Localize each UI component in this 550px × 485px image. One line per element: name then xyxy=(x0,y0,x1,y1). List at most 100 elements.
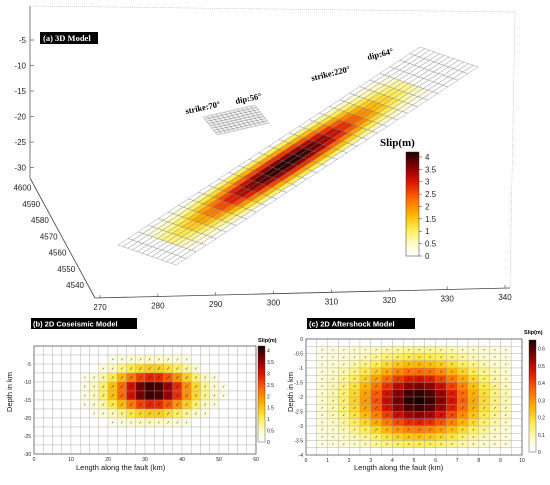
slip-cell xyxy=(163,345,173,356)
slip-vector xyxy=(385,377,389,381)
slip-vector xyxy=(396,363,399,366)
slip-vector xyxy=(120,367,123,370)
slip-vector xyxy=(461,428,464,431)
z-tick-label: -15 xyxy=(14,87,26,96)
slip-vector xyxy=(102,385,105,388)
y-tick-label: -30 xyxy=(24,452,31,458)
slip-cell xyxy=(33,345,44,356)
panel-2d-aftershock: (c) 2D Aftershock Model 0 1 2 3 4 5 6 7 8 9 10 0 -0.… xyxy=(286,318,545,472)
slip-vector xyxy=(353,370,356,373)
colorbar-tick-a: 1.5 xyxy=(425,215,437,224)
y-tick-label: -3.5 xyxy=(294,439,303,445)
slip-vector xyxy=(418,443,421,446)
slip-cell xyxy=(228,399,238,410)
slip-cell xyxy=(107,426,118,437)
x-tick-label: 2 xyxy=(348,458,351,464)
ylabel-c: Depth in km xyxy=(286,372,295,412)
slip-cell xyxy=(228,435,238,446)
slip-vector xyxy=(332,443,334,446)
slip-vector xyxy=(483,356,486,359)
colorbar-tick: 0.3 xyxy=(538,398,545,404)
slip-vector xyxy=(111,421,114,424)
slip-cell xyxy=(135,435,146,446)
slip-cell xyxy=(218,426,229,437)
slip-vector xyxy=(407,370,410,374)
slip-vector xyxy=(93,403,96,406)
slip-vector xyxy=(332,363,334,366)
colorbar-tick: 0.6 xyxy=(538,347,545,353)
plot-frame xyxy=(33,345,257,455)
x-tick-label: 8 xyxy=(477,458,480,464)
x-tick-label: 3 xyxy=(369,458,372,464)
slip-vector xyxy=(450,370,453,373)
slip-vector xyxy=(343,356,345,359)
y-tick-label: -15 xyxy=(24,398,31,404)
slip-cell xyxy=(107,435,118,446)
slip-vector xyxy=(222,394,225,397)
slip-vector xyxy=(494,399,496,402)
slip-cell xyxy=(191,354,201,365)
y-tick-label: -20 xyxy=(24,416,31,422)
slip-cell xyxy=(237,354,247,365)
slip-vector xyxy=(428,370,432,374)
slip-vector xyxy=(353,356,356,359)
slip-cell xyxy=(70,435,81,446)
slip-vector xyxy=(194,403,197,406)
slip-vector xyxy=(494,377,496,380)
slip-cell xyxy=(316,338,328,347)
slip-vector xyxy=(504,385,507,388)
slip-cell xyxy=(154,345,164,356)
slip-vector xyxy=(185,412,188,415)
colorbar-b xyxy=(257,345,266,443)
slip-cell xyxy=(209,345,220,356)
x-tick-label: 270 xyxy=(93,303,107,312)
slip-vector xyxy=(505,356,507,359)
xlabel-b: Length along the fault (km) xyxy=(76,463,166,472)
slip-vector xyxy=(418,348,421,351)
slip-vector xyxy=(364,406,367,410)
slip-cell xyxy=(349,447,361,456)
slip-vector xyxy=(439,435,443,439)
slip-vector xyxy=(472,356,475,359)
slip-vector xyxy=(385,398,389,403)
slip-vector xyxy=(429,443,432,446)
slip-cell xyxy=(246,417,257,428)
slip-cell xyxy=(403,447,415,456)
slip-cell xyxy=(237,408,247,419)
slip-vector xyxy=(157,402,161,407)
z-tick-label: -10 xyxy=(14,62,26,71)
slip-cell xyxy=(98,417,109,428)
slip-vector xyxy=(111,412,114,415)
slip-cell xyxy=(246,345,257,356)
slip-vector xyxy=(472,435,475,438)
slip-cell xyxy=(172,435,183,446)
slip-vector xyxy=(148,358,151,361)
slip-cell xyxy=(246,408,257,419)
slip-vector xyxy=(418,363,421,366)
slip-vector xyxy=(428,391,432,396)
slip-vector xyxy=(364,384,367,388)
slip-vector xyxy=(222,385,225,388)
slip-vector xyxy=(175,402,179,407)
slip-cell xyxy=(98,354,109,365)
slip-vector xyxy=(396,356,399,359)
slip-cell xyxy=(305,367,317,376)
slip-vector xyxy=(483,435,486,438)
slip-cell xyxy=(218,345,229,356)
colorbar-title-c: Slip(m) xyxy=(524,330,543,336)
slip-vector xyxy=(111,367,114,370)
slip-vector xyxy=(439,391,443,396)
slip-cell xyxy=(43,444,53,455)
slip-cell xyxy=(228,417,238,428)
slip-cell xyxy=(126,444,136,455)
slip-vector xyxy=(461,384,464,388)
slip-cell xyxy=(181,426,192,437)
slip-vector xyxy=(332,348,334,351)
slip-cell xyxy=(228,345,238,356)
slip-vector xyxy=(156,393,161,398)
slip-vector xyxy=(93,394,96,397)
slip-cell xyxy=(98,345,109,356)
slip-vector xyxy=(429,356,432,359)
slip-cell xyxy=(489,447,501,456)
slip-vector xyxy=(494,348,496,351)
